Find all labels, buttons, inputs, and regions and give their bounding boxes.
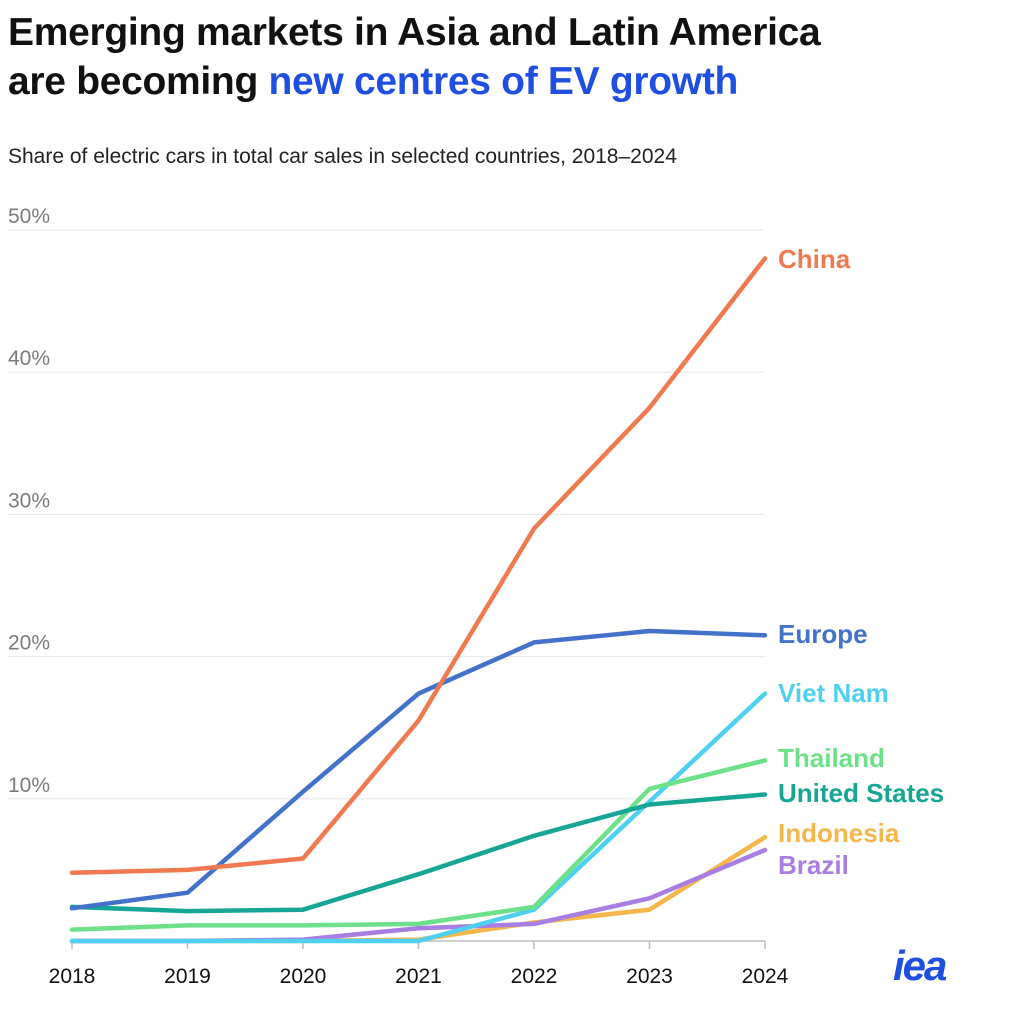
x-tick-label: 2019 [164,965,211,988]
series-lines [69,256,768,944]
series-line-europe [69,628,768,911]
series-label-viet-nam: Viet Nam [778,678,889,708]
x-tick-label: 2023 [626,965,673,988]
x-tick-label: 2018 [49,965,96,988]
title-line-2-prefix: are becoming [8,60,269,103]
x-tick-label: 2024 [742,965,789,988]
y-tick-label: 30% [8,489,50,512]
y-tick-label: 10% [8,774,50,797]
y-tick-label: 20% [8,632,50,655]
series-label-europe: Europe [778,619,868,649]
iea-logo: iea [893,942,947,989]
title-highlight: new centres of EV growth [268,60,739,103]
chart-subtitle: Share of electric cars in total car sale… [8,145,677,168]
x-tick-label: 2020 [280,965,327,988]
series-line-china [69,256,768,875]
title-line-2: are becoming new centres of EV growth [8,57,998,106]
series-label-united-states: United States [778,778,944,808]
title-line-1: Emerging markets in Asia and Latin Ameri… [8,11,821,54]
x-tick-label: 2021 [395,965,442,988]
series-label-china: China [778,244,851,274]
y-tick-label: 50% [8,205,50,228]
series-line-viet-nam [69,691,768,944]
grid-lines [8,229,765,800]
chart-title: Emerging markets in Asia and Latin Ameri… [8,8,998,106]
series-label-indonesia: Indonesia [778,818,900,848]
y-tick-label: 40% [8,347,50,370]
series-label-thailand: Thailand [778,743,885,773]
series-labels: China Europe Viet Nam Thailand United States… [778,244,944,880]
x-tick-label: 2022 [511,965,558,988]
series-line-thailand [69,758,768,932]
series-line-united-states [69,792,768,914]
series-label-brazil: Brazil [778,850,849,880]
